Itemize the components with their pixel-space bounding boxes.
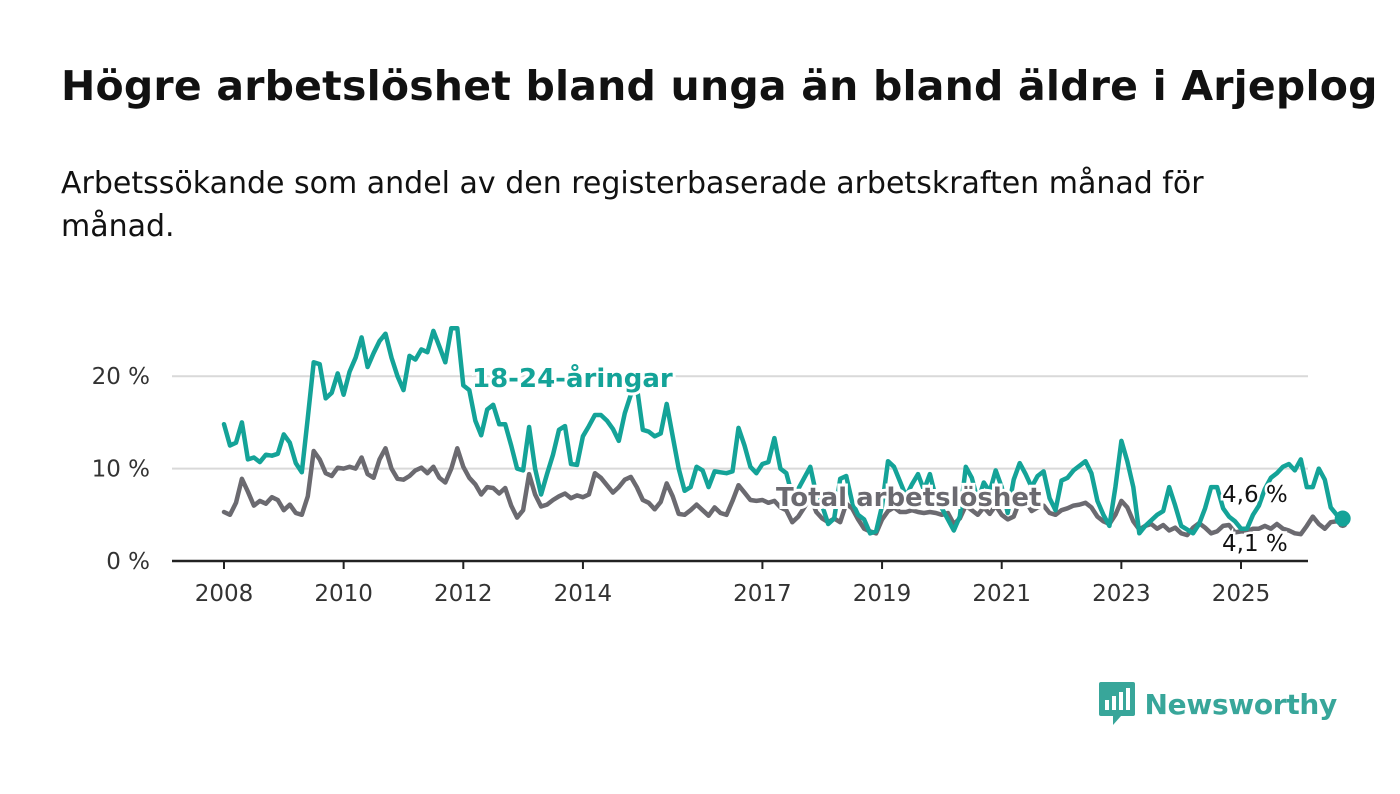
series-label-youth: 18-24-åringar [472, 362, 673, 394]
end-label-youth: 4,6 % [1222, 482, 1288, 508]
y-tick-label: 20 % [92, 364, 150, 390]
chart-subtitle: Arbetssökande som andel av den registerb… [61, 166, 1204, 244]
x-tick-label: 2014 [554, 581, 613, 607]
series-line-total [221, 446, 1345, 538]
x-tick-label: 2010 [314, 581, 373, 607]
y-tick-label: 0 % [106, 549, 150, 575]
series-lines [221, 325, 1351, 538]
x-tick-label: 2019 [853, 581, 912, 607]
axes: 0 % 10 % 20 % 2008 2010 2012 2014 2017 2019 2021 2… [92, 364, 1308, 607]
end-point-youth [1334, 510, 1351, 527]
series-label-total: Total arbetslöshet [776, 483, 1041, 513]
x-tick-label: 2021 [972, 581, 1031, 607]
labels: 18-24-åringar Total arbetslöshet 4,6 % 4,1 … [469, 359, 1290, 560]
x-tick-label: 2025 [1212, 581, 1271, 607]
bar-chart-speech-bubble-icon [1098, 682, 1135, 725]
y-tick-label: 10 % [92, 457, 150, 483]
x-tick-label: 2008 [195, 581, 254, 607]
x-tick-label: 2023 [1092, 581, 1151, 607]
x-tick-label: 2017 [733, 581, 792, 607]
series-line-youth [221, 325, 1345, 536]
brand-name: Newsworthy [1144, 687, 1338, 721]
end-label-total: 4,1 % [1222, 531, 1288, 557]
newsworthy-logo: Newsworthy [1098, 682, 1338, 726]
x-tick-label: 2012 [434, 581, 493, 607]
chart-title: Högre arbetslöshet bland unga än bland ä… [61, 62, 1378, 110]
